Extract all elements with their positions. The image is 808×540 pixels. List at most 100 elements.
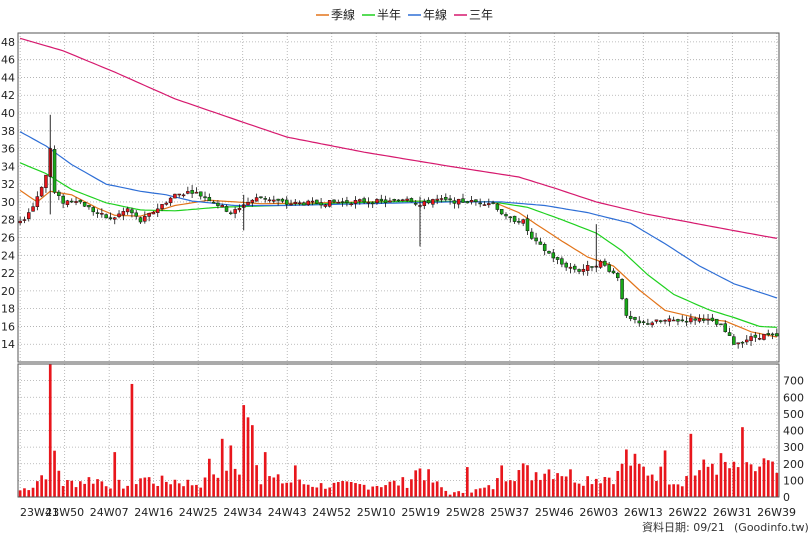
candle-body bbox=[203, 196, 207, 199]
candle-body bbox=[198, 191, 203, 197]
volume-bar bbox=[422, 480, 426, 497]
volume-bar bbox=[177, 483, 181, 497]
volume-tick-label: 700 bbox=[783, 375, 804, 388]
volume-bar bbox=[719, 453, 723, 497]
time-tick-label: 24W52 bbox=[312, 506, 351, 519]
price-tick-label: 36 bbox=[1, 143, 15, 156]
volume-bar bbox=[547, 469, 551, 497]
volume-bar bbox=[732, 461, 736, 497]
volume-bars bbox=[18, 364, 779, 497]
candle-body bbox=[95, 212, 100, 214]
candle-body bbox=[525, 218, 530, 232]
volume-tick-label: 400 bbox=[783, 425, 804, 438]
volume-bar bbox=[582, 485, 585, 497]
volume-bar bbox=[31, 487, 35, 497]
candle-body bbox=[272, 199, 276, 202]
candle-body bbox=[186, 191, 190, 194]
candle-body bbox=[22, 219, 27, 221]
candle-body bbox=[611, 270, 616, 274]
volume-bar bbox=[758, 466, 761, 497]
candle-body bbox=[18, 220, 22, 224]
candle-body bbox=[259, 196, 263, 198]
volume-bar bbox=[216, 477, 220, 497]
candle-body bbox=[512, 215, 517, 222]
volume-bar bbox=[182, 486, 185, 497]
volume-bar bbox=[160, 475, 164, 497]
volume-bar bbox=[517, 470, 521, 497]
candle-body bbox=[401, 199, 405, 202]
candle-body bbox=[125, 208, 130, 213]
volume-bar bbox=[633, 453, 637, 497]
candle-body bbox=[667, 318, 672, 322]
volume-bar bbox=[242, 405, 246, 497]
volume-tick-label: 500 bbox=[783, 408, 804, 421]
candle-body bbox=[616, 273, 620, 279]
volume-bar bbox=[410, 479, 413, 497]
candle-body bbox=[194, 191, 199, 194]
volume-bar bbox=[130, 383, 134, 497]
volume-bar bbox=[478, 488, 482, 497]
time-tick-label: 26W13 bbox=[624, 506, 663, 519]
volume-tick-label: 200 bbox=[783, 458, 804, 471]
volume-bar bbox=[646, 475, 650, 497]
volume-bar bbox=[23, 488, 26, 497]
price-tick-label: 44 bbox=[1, 71, 15, 84]
volume-bar bbox=[375, 485, 379, 497]
volume-bar bbox=[100, 481, 104, 497]
volume-bar bbox=[272, 477, 276, 497]
volume-bar bbox=[599, 483, 602, 497]
candle-body bbox=[753, 334, 758, 338]
volume-bar bbox=[698, 470, 701, 497]
volume-bar bbox=[113, 452, 117, 497]
candle-body bbox=[646, 323, 650, 325]
candle-body bbox=[276, 198, 280, 201]
candle-body bbox=[61, 195, 65, 204]
volume-bar bbox=[736, 467, 740, 497]
volume-bar bbox=[771, 461, 774, 497]
time-tick-label: 24W07 bbox=[90, 506, 129, 519]
volume-bar bbox=[263, 452, 267, 497]
volume-bar bbox=[762, 458, 766, 497]
volume-bar bbox=[87, 477, 91, 497]
candle-body bbox=[151, 211, 156, 215]
volume-bar bbox=[741, 427, 744, 497]
candle-body bbox=[35, 196, 40, 207]
volume-bar bbox=[642, 466, 645, 497]
candle-body bbox=[775, 333, 779, 337]
candle-body bbox=[250, 199, 255, 203]
candle-body bbox=[568, 266, 573, 269]
volume-bar bbox=[594, 478, 598, 497]
volume-bar bbox=[659, 466, 663, 497]
volume-bar bbox=[672, 484, 675, 497]
ma-line-三年 bbox=[19, 37, 778, 239]
candle-body bbox=[134, 212, 138, 217]
candle-body bbox=[555, 257, 560, 260]
volume-bar bbox=[689, 433, 693, 497]
volume-bar bbox=[655, 480, 658, 497]
price-tick-label: 34 bbox=[1, 160, 15, 173]
candle-body bbox=[52, 149, 57, 193]
time-tick-label: 24W34 bbox=[223, 506, 262, 519]
volume-bar bbox=[126, 485, 129, 497]
candle-body bbox=[478, 202, 482, 205]
candle-body bbox=[143, 216, 147, 222]
volume-bar bbox=[418, 468, 422, 497]
candle-body bbox=[637, 320, 642, 324]
volume-bar bbox=[560, 476, 564, 497]
candle-body bbox=[379, 198, 384, 201]
volume-bar bbox=[83, 483, 86, 497]
volume-bar bbox=[754, 471, 757, 497]
candle-body bbox=[112, 217, 117, 220]
volume-bar bbox=[268, 476, 271, 497]
candle-body bbox=[676, 319, 680, 322]
volume-bar bbox=[521, 463, 525, 497]
price-tick-label: 22 bbox=[1, 267, 15, 280]
candle-body bbox=[740, 341, 745, 344]
volume-bar bbox=[367, 489, 370, 497]
time-tick-label: 24W16 bbox=[134, 506, 173, 519]
legend-label-y: 年線 bbox=[423, 7, 447, 22]
candle-body bbox=[82, 202, 87, 207]
candle-body bbox=[641, 321, 646, 323]
volume-bar bbox=[685, 476, 688, 497]
volume-bar bbox=[117, 479, 121, 497]
